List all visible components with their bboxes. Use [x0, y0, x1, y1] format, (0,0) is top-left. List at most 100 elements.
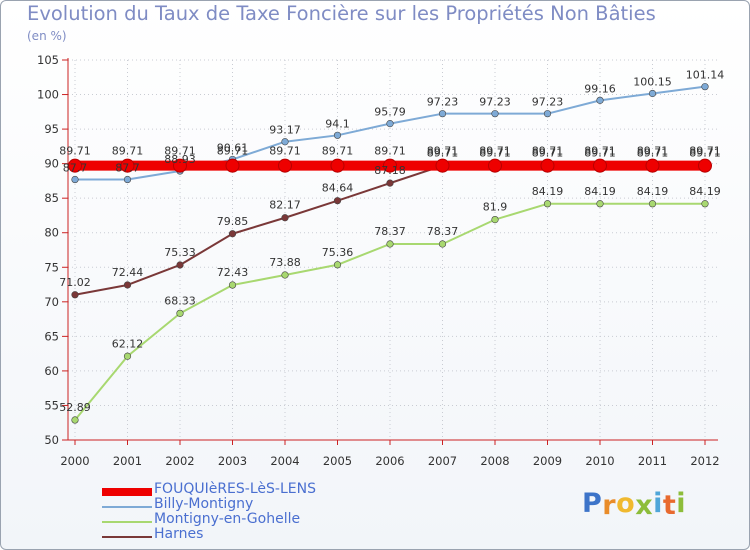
data-point: [491, 216, 499, 224]
data-label: 89.71: [59, 145, 91, 158]
data-point: [333, 261, 342, 269]
x-tick-label: 2007: [428, 454, 457, 468]
data-label: 81.9: [483, 201, 508, 214]
y-tick-label: 60: [44, 364, 59, 378]
data-label: 89.71: [532, 145, 564, 158]
data-point: [123, 281, 132, 289]
data-point: [435, 158, 450, 173]
data-point: [698, 158, 712, 173]
x-tick-label: 2001: [113, 454, 142, 468]
y-tick-label: 105: [37, 53, 59, 67]
data-label: 87.7: [115, 162, 140, 175]
data-point: [123, 175, 132, 184]
data-point: [330, 158, 345, 173]
data-label: 87.7: [63, 162, 88, 175]
data-label: 89.71: [689, 147, 721, 160]
x-tick-label: 2008: [480, 454, 509, 468]
x-tick-label: 2011: [638, 454, 667, 468]
chart-title: Evolution du Taux de Taxe Foncière sur l…: [27, 2, 656, 25]
data-label: 89.71: [479, 147, 511, 160]
data-point: [225, 158, 240, 173]
data-label: 89.71: [269, 145, 301, 158]
data-label: 93.17: [269, 124, 301, 137]
data-label: 84.19: [689, 185, 721, 198]
unit-label: (en %): [27, 29, 67, 43]
data-point: [648, 200, 657, 208]
data-label: 89.71: [217, 145, 249, 158]
data-point: [596, 96, 604, 104]
data-point: [645, 158, 660, 173]
data-point: [386, 179, 394, 187]
logo-letter: o: [616, 488, 636, 519]
data-label: 75.33: [164, 246, 196, 259]
data-label: 72.44: [112, 266, 144, 279]
proxiti-logo: Proxiti: [582, 488, 687, 521]
data-point: [383, 158, 397, 173]
data-label: 89.71: [584, 145, 616, 158]
x-tick-label: 2006: [375, 454, 404, 468]
data-label: 71.02: [59, 276, 91, 289]
data-label: 89.71: [532, 147, 564, 160]
data-label: 84.19: [532, 185, 564, 198]
y-tick-label: 80: [44, 226, 59, 240]
data-point: [540, 158, 555, 173]
y-tick-label: 85: [44, 191, 59, 205]
legend-swatch: [102, 488, 152, 496]
legend-label: FOUQUIèRES-LèS-LENS: [154, 481, 316, 497]
data-point: [120, 158, 135, 173]
data-point: [438, 110, 447, 118]
data-point: [543, 200, 552, 208]
data-label: 97.23: [532, 96, 564, 109]
y-tick-label: 75: [44, 260, 59, 274]
data-label: 82.17: [269, 199, 301, 212]
x-tick-label: 2003: [218, 454, 247, 468]
y-tick-label: 70: [44, 295, 59, 309]
data-label: 90.61: [217, 141, 249, 154]
x-tick-label: 2000: [60, 454, 89, 468]
data-point: [173, 158, 187, 173]
data-label: 84.19: [637, 185, 669, 198]
data-point: [71, 175, 79, 184]
data-point: [228, 281, 237, 289]
data-point: [596, 200, 604, 208]
logo-letter: i: [653, 488, 663, 519]
data-point: [438, 240, 447, 248]
data-label: 87.18: [374, 164, 406, 177]
y-tick-label: 55: [44, 398, 59, 412]
data-label: 78.37: [427, 225, 459, 238]
data-point: [68, 158, 82, 173]
data-label: 101.14: [686, 69, 725, 82]
data-label: 89.71: [479, 145, 511, 158]
data-label: 99.16: [584, 82, 616, 95]
x-tick-label: 2012: [690, 454, 719, 468]
y-tick-label: 65: [44, 329, 59, 343]
data-point: [228, 230, 237, 238]
data-label: 52.89: [59, 401, 91, 414]
data-point: [701, 200, 709, 208]
legend-label: Montigny-en-Gohelle: [154, 511, 301, 527]
data-label: 95.79: [374, 106, 406, 119]
data-label: 89.71: [427, 147, 459, 160]
data-point: [123, 352, 132, 360]
data-point: [333, 131, 342, 139]
data-label: 79.85: [217, 215, 249, 228]
data-point: [701, 83, 709, 91]
data-point: [333, 197, 342, 205]
data-label: 89.71: [584, 147, 616, 160]
data-point: [71, 416, 79, 424]
data-label: 89.71: [374, 145, 406, 158]
data-point: [593, 158, 607, 173]
data-point: [648, 89, 657, 98]
logo-letter: i: [676, 488, 687, 519]
data-point: [488, 158, 502, 173]
y-tick-label: 90: [44, 157, 59, 171]
x-tick-label: 2009: [533, 454, 562, 468]
logo-letter: P: [582, 488, 603, 519]
legend-label: Harnes: [154, 526, 204, 542]
data-label: 89.71: [427, 145, 459, 158]
data-point: [281, 271, 289, 279]
y-tick-label: 100: [37, 88, 59, 102]
y-tick-label: 50: [44, 433, 59, 447]
